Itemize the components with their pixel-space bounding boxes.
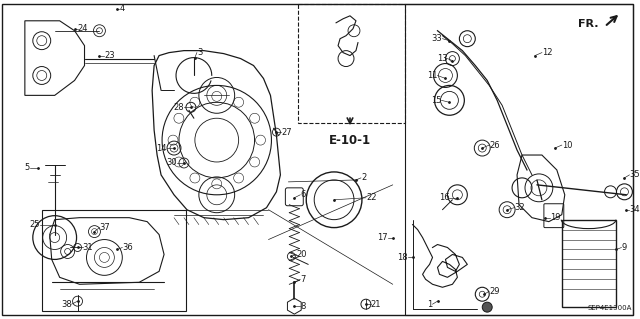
Text: 18: 18 [397,253,408,262]
Text: 2: 2 [361,174,366,182]
Text: 19: 19 [550,213,561,222]
Text: 7: 7 [300,275,306,284]
Text: 5: 5 [24,163,30,173]
Text: 31: 31 [83,243,93,252]
Text: 23: 23 [104,51,115,60]
Text: 20: 20 [296,250,307,259]
Text: 34: 34 [629,205,640,214]
Bar [404,4,634,315]
Bar [42,210,186,311]
Text: 13: 13 [437,54,447,63]
Text: 38: 38 [61,300,72,309]
Text: 28: 28 [173,103,184,112]
Text: 3: 3 [197,48,202,57]
Text: 21: 21 [371,300,381,309]
Text: 17: 17 [377,233,388,242]
Text: 22: 22 [366,193,376,202]
Text: 1: 1 [428,300,433,309]
Text: 25: 25 [29,220,40,229]
Text: 12: 12 [542,48,552,57]
Text: 16: 16 [439,193,449,202]
Text: 10: 10 [562,141,572,150]
Text: 15: 15 [431,96,442,105]
Text: 36: 36 [122,243,133,252]
Text: FR.: FR. [578,19,598,29]
Text: 32: 32 [514,203,525,212]
Text: 30: 30 [166,159,177,167]
Text: 33: 33 [432,34,442,43]
Text: 37: 37 [99,223,110,232]
Text: 24: 24 [77,24,88,33]
Text: E-10-1: E-10-1 [329,134,371,147]
Text: SEP4E1300A: SEP4E1300A [587,305,632,311]
Bar [298,4,404,123]
Text: 6: 6 [300,190,306,199]
Text: 14: 14 [157,144,167,152]
Bar [562,220,616,307]
Text: 8: 8 [300,302,306,311]
Text: 27: 27 [282,128,292,137]
Text: 4: 4 [119,4,125,13]
Text: 9: 9 [621,243,627,252]
Text: 35: 35 [629,170,640,179]
Circle shape [483,302,492,312]
Text: 29: 29 [489,287,500,296]
Text: 11: 11 [427,71,438,80]
Text: 26: 26 [489,141,500,150]
